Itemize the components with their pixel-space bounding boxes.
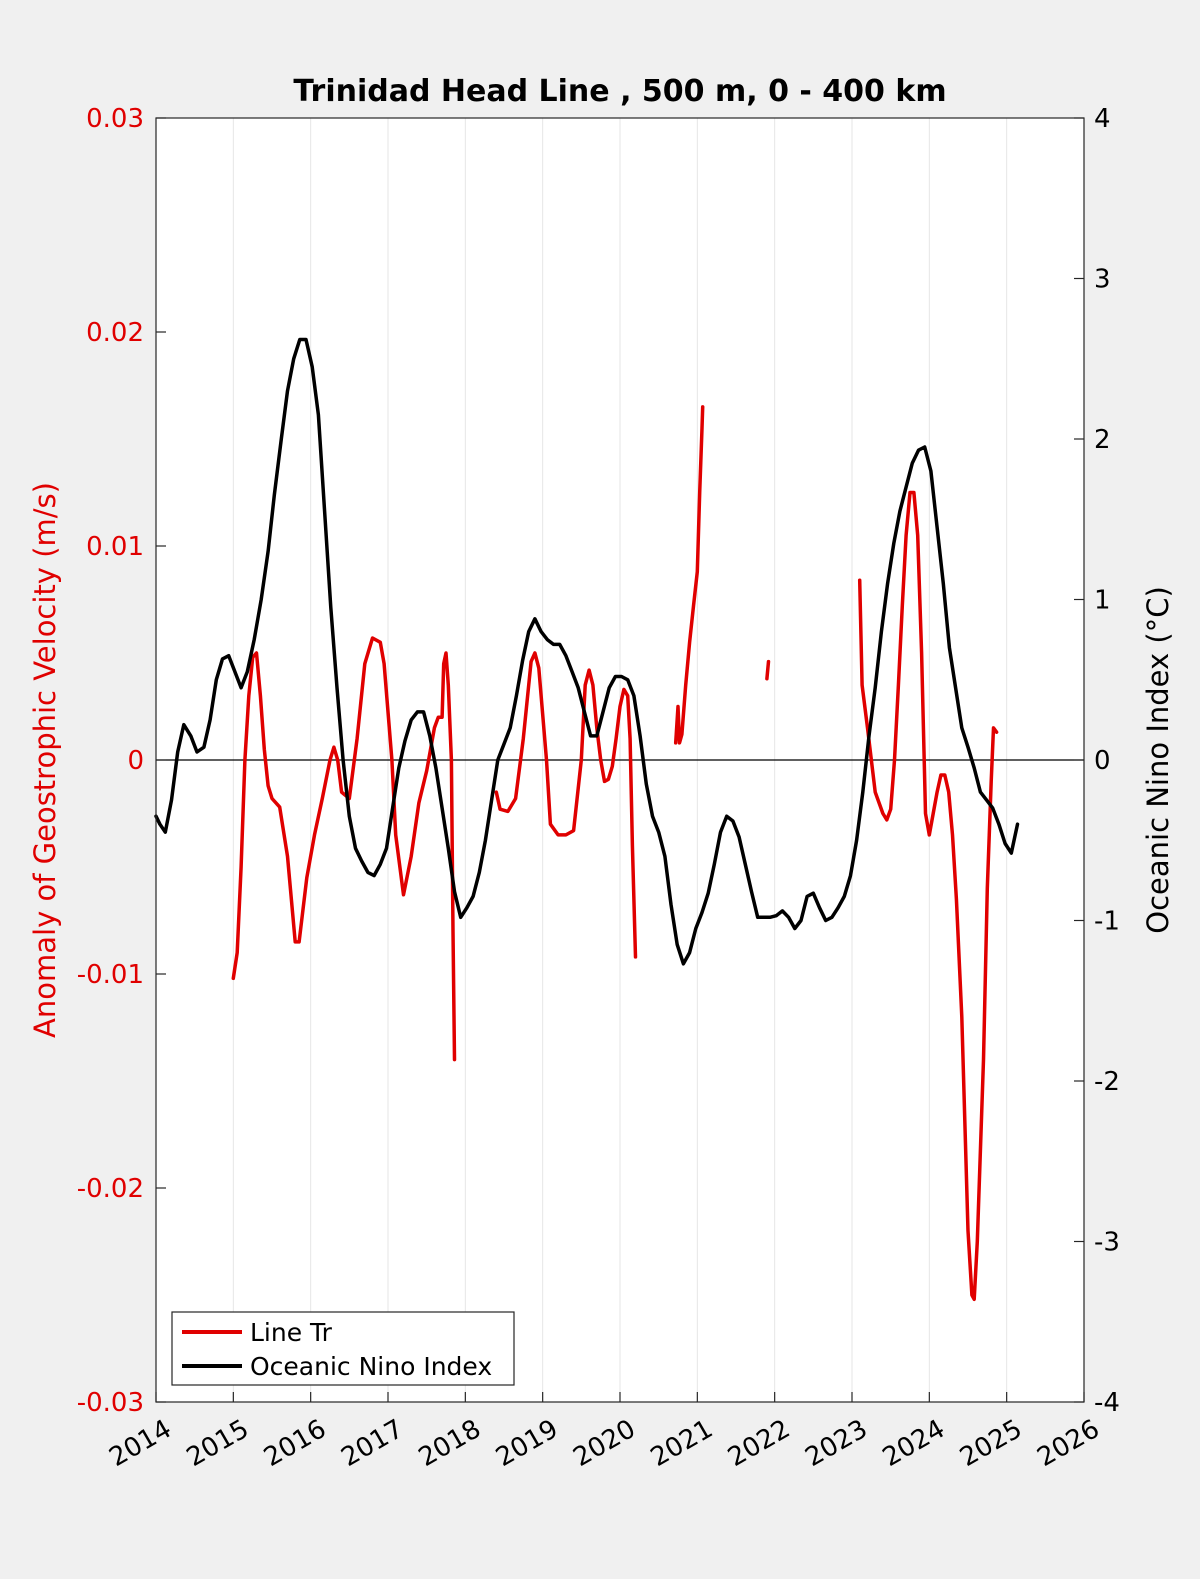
y-right-tick-label: 4 — [1094, 104, 1111, 134]
y-left-tick-label: 0.03 — [86, 104, 144, 134]
series-line-tr — [673, 405, 705, 745]
y-left-tick-label: -0.03 — [77, 1388, 144, 1418]
y-axis-label-right: Oceanic Nino Index (°C) — [1141, 586, 1175, 934]
y-right-tick-label: 2 — [1094, 425, 1111, 455]
y-left-tick-label: 0.02 — [86, 318, 144, 348]
legend-box — [171, 1311, 515, 1386]
y-left-tick-label: -0.01 — [77, 960, 144, 990]
y-left-tick-label: -0.02 — [77, 1174, 144, 1204]
legend: Line Tr Oceanic Nino Index — [171, 1311, 515, 1386]
y-left-tick-label: 0 — [127, 746, 144, 776]
series-line-tr — [231, 636, 457, 1062]
y-axis-label-left: Anomaly of Geostrophic Velocity (m/s) — [28, 482, 62, 1038]
y-right-tick-label: -1 — [1094, 907, 1120, 937]
y-right-tick-label: -4 — [1094, 1388, 1120, 1418]
y-right-tick-label: 0 — [1094, 746, 1111, 776]
y-right-tick-label: 1 — [1094, 586, 1111, 616]
legend-label-oni: Oceanic Nino Index — [250, 1352, 492, 1381]
y-right-tick-label: -3 — [1094, 1228, 1120, 1258]
series-oni — [154, 337, 1020, 966]
series-line-tr — [857, 490, 999, 1302]
series-line-tr — [765, 659, 771, 681]
y-right-tick-label: -2 — [1094, 1067, 1120, 1097]
series-line-tr — [494, 651, 638, 959]
legend-label-line-tr: Line Tr — [250, 1318, 333, 1347]
chart-title: Trinidad Head Line , 500 m, 0 - 400 km — [293, 74, 946, 109]
y-left-tick-label: 0.01 — [86, 532, 144, 562]
series-layer — [154, 337, 1020, 1302]
y-right-tick-label: 3 — [1094, 265, 1111, 295]
